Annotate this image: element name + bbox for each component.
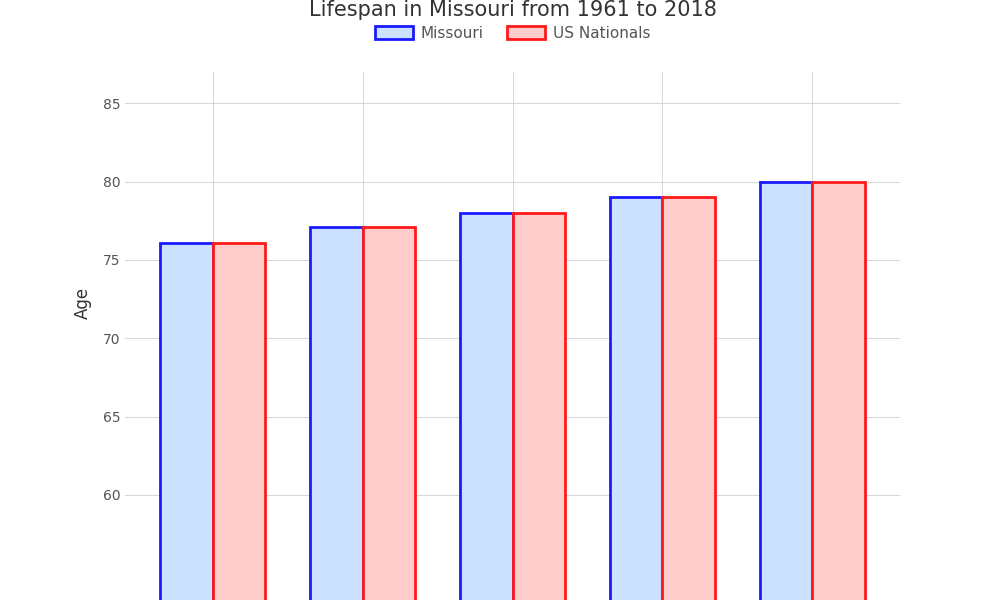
- Title: Lifespan in Missouri from 1961 to 2018: Lifespan in Missouri from 1961 to 2018: [309, 1, 716, 20]
- Bar: [610, 197, 662, 600]
- Bar: [760, 182, 812, 600]
- Bar: [310, 227, 363, 600]
- Bar: [460, 213, 512, 600]
- Bar: [363, 227, 415, 600]
- Bar: [662, 197, 715, 600]
- Y-axis label: Age: Age: [73, 287, 91, 319]
- Bar: [160, 243, 213, 600]
- Bar: [213, 243, 265, 600]
- X-axis label: Year: Year: [495, 564, 530, 582]
- Legend: Missouri, US Nationals: Missouri, US Nationals: [369, 20, 656, 47]
- Bar: [512, 213, 565, 600]
- Bar: [812, 182, 865, 600]
